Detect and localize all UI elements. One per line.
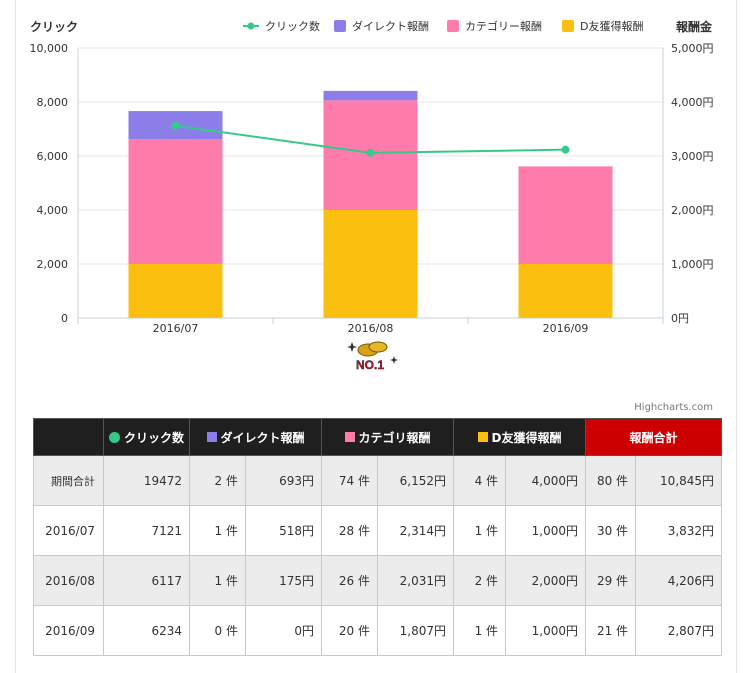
dfriend-square-icon [477,431,488,442]
cell-tot-n: 29 件 [585,555,637,606]
header-dfriend: D友獲得報酬 [453,418,587,456]
summary-table: クリック数 ダイレクト報酬 カテゴリ報酬 D友獲得報酬 報酬合計 期間合計 194… [33,418,723,656]
cell-tot-n: 21 件 [585,605,637,656]
left-axis-tick-label: 8,000 [37,96,69,109]
cell-clicks: 6117 [103,555,190,606]
category-square-icon [344,431,355,442]
cell-cat-y: 6,152円 [377,455,455,506]
bar-category-2 [518,166,613,264]
coin-icon [368,341,388,353]
cell-tot-y: 10,845円 [635,455,723,506]
sparkle-icon [347,342,357,352]
left-axis-tick-label: 4,000 [37,204,69,217]
cell-label: 2016/09 [33,605,104,656]
cell-direct-y: 0円 [244,605,323,656]
cell-direct-y: 693円 [244,455,323,506]
cell-clicks: 19472 [103,455,190,506]
right-axis-tick-label: 0円 [671,312,689,325]
table-row: 2016/08 6117 1 件 175円 26 件 2,031円 2 件 2,000円 29 … [33,555,723,606]
bar-dfriend-0 [128,264,223,318]
header-total: 報酬合計 [585,418,723,456]
left-axis-tick-label: 2,000 [37,258,69,271]
cell-direct-n: 2 件 [189,455,246,506]
legend-label: クリック数 [265,20,320,33]
header-empty [33,418,104,456]
legend-label: カテゴリー報酬 [465,19,542,33]
left-axis-tick-label: 10,000 [30,42,69,55]
table-header-row: クリック数 ダイレクト報酬 カテゴリ報酬 D友獲得報酬 報酬合計 [33,418,723,456]
cell-direct-n: 0 件 [189,605,246,656]
cell-df-n: 1 件 [453,505,507,556]
right-axis-tick-label: 4,000円 [671,96,714,109]
cell-clicks: 7121 [103,505,190,556]
cell-df-n: 4 件 [453,455,507,506]
header-clicks: クリック数 [103,418,190,456]
cell-direct-y: 518円 [244,505,323,556]
cell-cat-y: 2,314円 [377,505,455,556]
x-category-label: 2016/07 [153,322,199,335]
content-frame [15,0,737,673]
bar-dfriend-1 [323,210,418,318]
header-category: カテゴリ報酬 [321,418,455,456]
clicks-point-2 [561,145,570,154]
badge-label: NO.1 [356,358,384,372]
left-axis-title: クリック [30,20,78,34]
clicks-point-0 [171,121,180,130]
cell-df-y: 1,000円 [505,605,587,656]
left-axis-tick-label: 6,000 [37,150,69,163]
legend-square-icon [562,20,574,32]
cell-cat-y: 1,807円 [377,605,455,656]
cell-tot-y: 3,832円 [635,505,723,556]
x-category-label: 2016/09 [543,322,589,335]
sparkle-icon [390,356,398,364]
right-axis-tick-label: 5,000円 [671,42,714,55]
cell-tot-y: 4,206円 [635,555,723,606]
cell-label: 期間合計 [33,455,104,506]
x-category-label: 2016/08 [348,322,394,335]
cell-cat-y: 2,031円 [377,555,455,606]
table-row: 2016/07 7121 1 件 518円 28 件 2,314円 1 件 1,000円 30 … [33,505,723,556]
cell-label: 2016/08 [33,555,104,606]
cell-cat-n: 74 件 [321,455,379,506]
cell-cat-n: 28 件 [321,505,379,556]
cell-tot-y: 2,807円 [635,605,723,656]
cell-cat-n: 20 件 [321,605,379,656]
cell-direct-n: 1 件 [189,555,246,606]
legend-square-icon [334,20,346,32]
bar-category-0 [128,139,223,264]
left-axis-tick-label: 0 [61,312,68,325]
right-axis-title: 報酬金 [676,19,713,34]
right-axis-tick-label: 2,000円 [671,204,714,217]
header-direct: ダイレクト報酬 [188,418,323,456]
direct-square-icon [206,431,217,442]
cell-df-n: 1 件 [453,605,507,656]
right-axis-tick-label: 3,000円 [671,150,714,163]
cell-df-n: 2 件 [453,555,507,606]
clicks-point-1 [366,148,375,157]
combo-chart: 0 2,000 4,000 6,000 8,000 10,000 0円 1,000円 2,000… [30,19,714,335]
highcharts-credits[interactable]: Highcharts.com [634,402,713,413]
cell-clicks: 6234 [103,605,190,656]
no1-badge: NO.1 [340,338,404,374]
legend-label: ダイレクト報酬 [352,19,429,33]
cell-cat-n: 26 件 [321,555,379,606]
right-axis-tick-label: 1,000円 [671,258,714,271]
cell-label: 2016/07 [33,505,104,556]
cell-direct-y: 175円 [244,555,323,606]
legend-label: D友獲得報酬 [580,19,643,33]
cell-df-y: 4,000円 [505,455,587,506]
cell-df-y: 1,000円 [505,505,587,556]
legend-square-icon [447,20,459,32]
bar-direct-1 [323,90,418,101]
legend-dot-icon [247,22,255,30]
cell-tot-n: 80 件 [585,455,637,506]
bar-dfriend-2 [518,264,613,318]
cell-df-y: 2,000円 [505,555,587,606]
clicks-dot-icon [108,431,120,443]
cell-tot-n: 30 件 [585,505,637,556]
cell-direct-n: 1 件 [189,505,246,556]
